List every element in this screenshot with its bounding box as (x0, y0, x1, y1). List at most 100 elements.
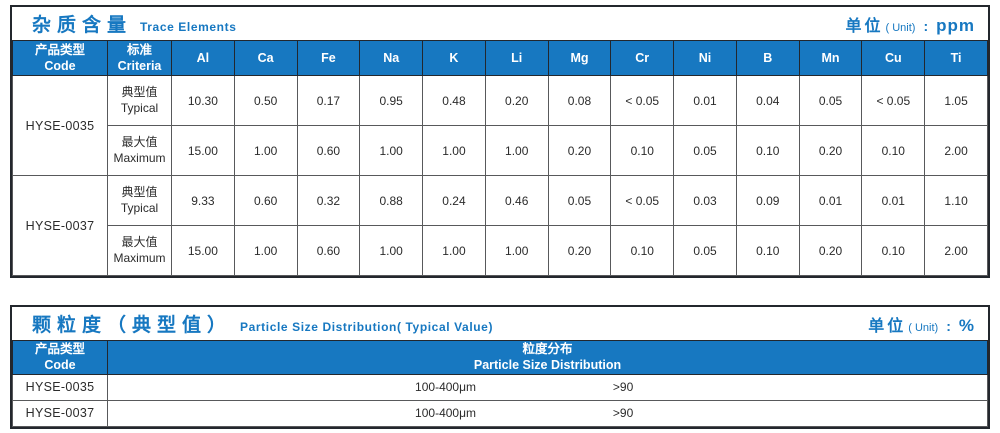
value-cell: 0.20 (547, 125, 612, 176)
value-cell: 1.10 (924, 175, 988, 226)
distribution-cell: 100-400μm >90 (107, 373, 988, 401)
value-cell: 0.50 (233, 75, 298, 126)
value-cell: 0.10 (735, 225, 800, 276)
value-cell: 1.00 (233, 125, 298, 176)
value-cell: 0.20 (484, 75, 549, 126)
value-cell: 0.08 (547, 75, 612, 126)
particle-size-table: 颗粒度（典型值） Particle Size Distribution( Typ… (10, 305, 990, 429)
value-cell: 1.00 (359, 125, 424, 176)
trace-title-row: 杂质含量 Trace Elements 单位 ( Unit) : ppm (12, 7, 988, 40)
unit-colon: : (946, 317, 951, 334)
value-cell: 0.46 (484, 175, 549, 226)
value-cell: 1.00 (422, 225, 486, 276)
unit-value: % (958, 315, 975, 335)
value-cell: 0.05 (547, 175, 612, 226)
value-cell: 0.05 (673, 125, 737, 176)
value-cell: 0.01 (673, 75, 737, 126)
col-header-element: Al (171, 40, 235, 76)
col-header-element: Mg (547, 40, 612, 76)
unit-colon: : (923, 17, 929, 34)
product-code-cell: HYSE-0035 (12, 373, 108, 401)
particle-title-row: 颗粒度（典型值） Particle Size Distribution( Typ… (12, 307, 988, 340)
trace-title: 杂质含量 Trace Elements (32, 10, 236, 37)
unit-label: 单位 (868, 317, 907, 335)
criteria-zh: 典型值 (121, 84, 158, 99)
value-cell: 0.10 (735, 125, 800, 176)
value-cell: 0.05 (798, 75, 863, 126)
criteria-zh: 典型值 (121, 184, 158, 199)
criteria-cell: 最大值 Maximum (107, 225, 172, 276)
size-percentage: >90 (612, 406, 634, 420)
value-cell: 0.60 (296, 225, 361, 276)
col-header-distribution: 粒度分布 Particle Size Distribution (107, 340, 988, 375)
distribution-cell: 100-400μm >90 (107, 399, 988, 427)
value-cell: 0.09 (735, 175, 800, 226)
col-header-element: Ni (673, 40, 737, 76)
value-cell: 0.10 (861, 225, 926, 276)
col-header-dist-zh: 粒度分布 (522, 342, 573, 356)
col-header-code: 产品类型 Code (12, 340, 108, 375)
col-header-code-zh: 产品类型 (34, 42, 85, 57)
col-header-element: Cu (861, 40, 926, 76)
value-cell: 0.60 (233, 175, 298, 226)
product-code-cell: HYSE-0037 (12, 175, 108, 276)
value-cell: 10.30 (171, 75, 235, 126)
col-header-element: Mn (798, 40, 863, 76)
value-cell: 1.00 (359, 225, 424, 276)
trace-header-row: 产品类型 Code 标准 Criteria Al Ca Fe Na K Li M… (12, 40, 988, 76)
particle-title-en: Particle Size Distribution( Typical Valu… (240, 320, 494, 334)
col-header-element: Na (359, 40, 424, 76)
value-cell: 1.00 (422, 125, 486, 176)
particle-unit: 单位 ( Unit) : % (868, 312, 975, 336)
particle-header-row: 产品类型 Code 粒度分布 Particle Size Distributio… (12, 340, 988, 375)
unit-value: ppm (936, 15, 975, 35)
value-cell: 9.33 (171, 175, 235, 226)
value-cell: 0.95 (359, 75, 424, 126)
criteria-en: Typical (120, 100, 159, 115)
value-cell: 0.05 (673, 225, 737, 276)
trace-title-en: Trace Elements (140, 20, 237, 34)
criteria-en: Maximum (113, 250, 166, 265)
col-header-code-en: Code (44, 59, 76, 73)
value-cell: 1.00 (233, 225, 298, 276)
col-header-element: Ti (924, 40, 988, 76)
value-cell: 0.04 (735, 75, 800, 126)
product-code-cell: HYSE-0035 (12, 75, 108, 176)
col-header-code-en: Code (44, 358, 76, 373)
size-percentage: >90 (612, 380, 634, 394)
value-cell: 0.20 (798, 125, 863, 176)
value-cell: < 0.05 (610, 175, 675, 226)
col-header-criteria: 标准 Criteria (107, 40, 172, 76)
criteria-en: Typical (120, 200, 159, 215)
value-cell: 15.00 (171, 225, 235, 276)
col-header-element: Fe (296, 40, 361, 76)
criteria-cell: 最大值 Maximum (107, 125, 172, 176)
criteria-zh: 最大值 (121, 234, 158, 249)
criteria-cell: 典型值 Typical (107, 175, 172, 226)
unit-label: 单位 (845, 17, 884, 35)
unit-paren: ( Unit) (908, 321, 939, 334)
value-cell: 0.24 (422, 175, 486, 226)
table-row: HYSE-0037 100-400μm >90 (12, 399, 988, 427)
criteria-zh: 最大值 (121, 134, 158, 149)
trace-title-zh: 杂质含量 (32, 15, 133, 36)
product-code-cell: HYSE-0037 (12, 399, 108, 427)
table-row: 最大值 Maximum 15.00 1.00 0.60 1.00 1.00 1.… (13, 125, 988, 176)
col-header-element: Ca (233, 40, 298, 76)
col-header-element: K (422, 40, 486, 76)
col-header-code: 产品类型 Code (12, 40, 108, 76)
value-cell: 2.00 (924, 125, 988, 176)
value-cell: 1.05 (924, 75, 988, 126)
particle-title-zh: 颗粒度（典型值） (32, 315, 233, 336)
trace-grid: 产品类型 Code 标准 Criteria Al Ca Fe Na K Li M… (12, 40, 988, 276)
value-cell: 0.48 (422, 75, 486, 126)
criteria-en: Maximum (113, 150, 166, 165)
table-row: HYSE-0035 100-400μm >90 (12, 373, 988, 401)
value-cell: 2.00 (924, 225, 988, 276)
value-cell: 0.17 (296, 75, 361, 126)
col-header-criteria-en: Criteria (117, 59, 162, 73)
value-cell: 0.32 (296, 175, 361, 226)
col-header-criteria-zh: 标准 (126, 42, 152, 57)
col-header-code-zh: 产品类型 (34, 342, 85, 356)
